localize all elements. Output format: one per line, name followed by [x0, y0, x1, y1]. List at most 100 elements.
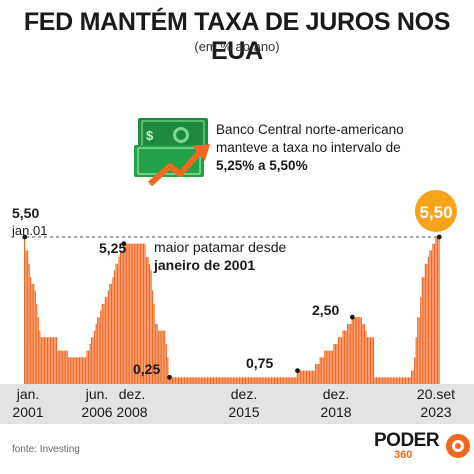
bar — [173, 377, 175, 384]
bar — [36, 303, 38, 384]
bar — [174, 377, 177, 384]
bar — [414, 357, 416, 384]
bar — [52, 337, 55, 384]
bar — [150, 270, 152, 384]
bar — [65, 350, 67, 384]
bar — [182, 377, 184, 384]
bar — [109, 283, 111, 384]
bar — [69, 357, 71, 384]
bar — [28, 263, 30, 384]
bar — [222, 377, 224, 384]
bar — [112, 277, 114, 384]
bar — [148, 263, 151, 384]
bar — [199, 377, 201, 384]
bar — [430, 250, 433, 384]
x-tick-label: 2001 — [12, 404, 43, 420]
bar — [424, 263, 426, 384]
bar — [276, 377, 279, 384]
bar — [298, 370, 300, 384]
bar — [337, 337, 340, 384]
bar — [360, 317, 362, 384]
bar — [68, 357, 70, 384]
bar — [286, 377, 288, 384]
x-tick-label: 2023 — [420, 404, 451, 420]
bar — [258, 377, 260, 384]
bar — [46, 337, 49, 384]
bar — [120, 250, 122, 384]
bar — [388, 377, 390, 384]
bar — [240, 377, 242, 384]
bar — [283, 377, 285, 384]
bar — [188, 377, 190, 384]
bars-series — [24, 237, 440, 384]
bar — [412, 370, 414, 384]
bar — [33, 283, 35, 384]
bar — [209, 377, 212, 384]
bar — [397, 377, 399, 384]
bar — [426, 263, 428, 384]
bar — [217, 377, 219, 384]
bar — [212, 377, 215, 384]
bar — [235, 377, 237, 384]
bar — [206, 377, 209, 384]
bar — [200, 377, 202, 384]
bar — [382, 377, 384, 384]
bar — [92, 337, 94, 384]
bar — [86, 350, 88, 384]
brand-word: PODER — [374, 430, 440, 451]
source-note: fonte: Investing — [12, 444, 80, 455]
bar — [49, 337, 52, 384]
data-point-marker — [295, 368, 300, 374]
x-tick-marks — [22, 234, 442, 380]
bar — [155, 323, 157, 384]
bar — [432, 243, 434, 384]
bar — [168, 377, 170, 384]
bar — [123, 243, 125, 384]
bar — [187, 377, 189, 384]
bar — [104, 297, 106, 384]
x-tick-label: 2015 — [228, 404, 259, 420]
info-note: Banco Central norte-americano manteve a … — [216, 121, 472, 175]
bar — [322, 357, 324, 384]
bar — [56, 337, 58, 384]
bar — [63, 350, 65, 384]
bar — [51, 337, 53, 384]
bar — [374, 377, 376, 384]
bar — [315, 363, 317, 384]
bar — [330, 350, 332, 384]
bar — [211, 377, 213, 384]
bar — [260, 377, 262, 384]
bar — [243, 377, 245, 384]
bar — [34, 290, 36, 384]
bar — [184, 377, 186, 384]
bar — [340, 337, 343, 384]
bar — [66, 350, 68, 384]
bar — [344, 330, 346, 384]
bar — [40, 337, 42, 384]
label-peak-2018: 2,50 — [312, 302, 339, 318]
bar — [225, 377, 227, 384]
bar — [135, 243, 137, 384]
bar — [409, 377, 411, 384]
bar — [24, 237, 26, 384]
bar — [116, 263, 119, 384]
bar — [152, 290, 154, 384]
x-tick-label: 2006 — [81, 404, 112, 420]
bar — [39, 330, 41, 384]
bar — [72, 357, 74, 384]
bar — [327, 350, 329, 384]
bar — [280, 377, 282, 384]
bar — [216, 377, 218, 384]
bar — [142, 243, 145, 384]
money-rising-icon: $ — [134, 118, 210, 187]
brand-logo: PODER 360 — [374, 430, 470, 470]
x-tick-label: dez. — [119, 386, 145, 402]
note-line-3: 5,25% a 5,50% — [216, 158, 308, 173]
label-low-2008: 0,25 — [133, 361, 160, 377]
bar — [334, 343, 337, 384]
bar — [342, 330, 344, 384]
chart-subtitle: (em % ao ano) — [194, 39, 280, 54]
bar — [435, 237, 437, 384]
bar — [377, 377, 379, 384]
